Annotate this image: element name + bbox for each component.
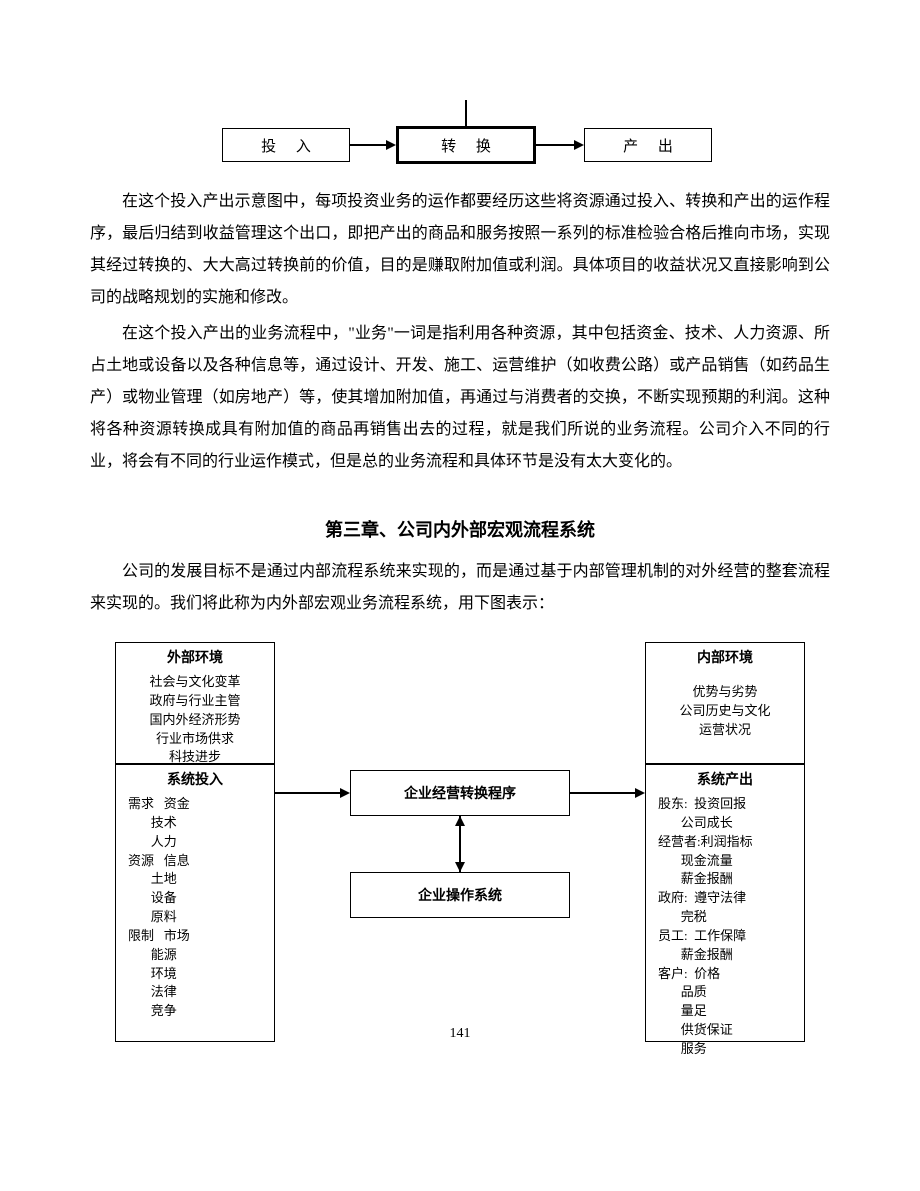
d2-lb-10: 法律 <box>128 983 266 1002</box>
d1-node-conv: 转 换 <box>396 126 536 164</box>
d2-lt-0: 社会与文化变革 <box>124 673 266 692</box>
d2-lb-1: 技术 <box>128 814 266 833</box>
d2-lb-6: 原料 <box>128 908 266 927</box>
d2-edge-vert-down <box>455 862 465 872</box>
d2-left-bottom-items: 需求 资金 技术 人力 资源 信息 土地 设备 原料 限制 市场 能源 环境 法… <box>116 793 274 1027</box>
d2-left-bottom: 系统投入 需求 资金 技术 人力 资源 信息 土地 设备 原料 限制 市场 能源… <box>115 764 275 1042</box>
d1-node-in: 投 入 <box>222 128 350 162</box>
d2-rt-1: 公司历史与文化 <box>654 702 796 721</box>
d2-left-bottom-title: 系统投入 <box>116 764 274 793</box>
d2-rb-5: 政府: 遵守法律 <box>658 889 796 908</box>
d2-lt-2: 国内外经济形势 <box>124 711 266 730</box>
paragraph-2: 在这个投入产出的业务流程中，"业务"一词是指利用各种资源，其中包括资金、技术、人… <box>90 318 830 478</box>
d2-right-bottom-items: 股东: 投资回报 公司成长 经营者:利润指标 现金流量 薪金报酬 政府: 遵守法… <box>646 793 804 1065</box>
d2-left-top-items: 社会与文化变革 政府与行业主管 国内外经济形势 行业市场供求 科技进步 <box>116 671 274 773</box>
page-number: 141 <box>0 1026 920 1042</box>
d2-rb-11: 量足 <box>658 1002 796 1021</box>
d2-lb-5: 设备 <box>128 889 266 908</box>
d2-right-top-title: 内部环境 <box>646 643 804 671</box>
d2-right-top-items: 优势与劣势 公司历史与文化 运营状况 <box>646 671 804 746</box>
d2-edge-left-head <box>340 788 350 798</box>
d2-lb-11: 竞争 <box>128 1002 266 1021</box>
d2-rb-1: 公司成长 <box>658 814 796 833</box>
d2-right-top: 内部环境 优势与劣势 公司历史与文化 运营状况 <box>645 642 805 764</box>
chapter-intro: 公司的发展目标不是通过内部流程系统来实现的，而是通过基于内部管理机制的对外经营的… <box>90 556 830 620</box>
d2-rb-4: 薪金报酬 <box>658 870 796 889</box>
d2-rb-0: 股东: 投资回报 <box>658 795 796 814</box>
d1-edge-1-head <box>386 140 396 150</box>
d2-lb-7: 限制 市场 <box>128 927 266 946</box>
d2-edge-right <box>570 792 635 794</box>
d2-lb-8: 能源 <box>128 946 266 965</box>
d2-rb-13: 服务 <box>658 1040 796 1059</box>
d1-edge-2-head <box>574 140 584 150</box>
d2-right-bottom-title: 系统产出 <box>646 764 804 793</box>
d2-lb-2: 人力 <box>128 833 266 852</box>
d2-rt-2: 运营状况 <box>654 721 796 740</box>
d2-edge-left <box>275 792 340 794</box>
d2-lb-3: 资源 信息 <box>128 852 266 871</box>
d2-rb-7: 员工: 工作保障 <box>658 927 796 946</box>
d2-rb-6: 完税 <box>658 908 796 927</box>
d2-rb-9: 客户: 价格 <box>658 965 796 984</box>
d2-lt-1: 政府与行业主管 <box>124 692 266 711</box>
paragraph-1: 在这个投入产出示意图中，每项投资业务的运作都要经历这些将资源通过投入、转换和产出… <box>90 186 830 314</box>
d2-left-top-title: 外部环境 <box>116 643 274 671</box>
d2-edge-right-head <box>635 788 645 798</box>
d2-rb-2: 经营者:利润指标 <box>658 833 796 852</box>
chapter-title: 第三章、公司内外部宏观流程系统 <box>90 516 830 542</box>
d2-lb-9: 环境 <box>128 965 266 984</box>
d2-edge-vert-up <box>455 816 465 826</box>
d1-node-out: 产 出 <box>584 128 712 162</box>
d2-rt-0: 优势与劣势 <box>654 683 796 702</box>
d2-rb-10: 品质 <box>658 983 796 1002</box>
d1-edge-2 <box>536 144 574 146</box>
d2-right-bottom: 系统产出 股东: 投资回报 公司成长 经营者:利润指标 现金流量 薪金报酬 政府… <box>645 764 805 1042</box>
d2-center-top: 企业经营转换程序 <box>350 770 570 816</box>
d1-top-line <box>465 100 467 126</box>
d2-rb-8: 薪金报酬 <box>658 946 796 965</box>
d2-left-top: 外部环境 社会与文化变革 政府与行业主管 国内外经济形势 行业市场供求 科技进步 <box>115 642 275 764</box>
d2-center-bottom: 企业操作系统 <box>350 872 570 918</box>
d2-lb-0: 需求 资金 <box>128 795 266 814</box>
d2-lt-3: 行业市场供求 <box>124 730 266 749</box>
d2-rb-3: 现金流量 <box>658 852 796 871</box>
d2-lb-4: 土地 <box>128 870 266 889</box>
macro-flow-diagram: 外部环境 社会与文化变革 政府与行业主管 国内外经济形势 行业市场供求 科技进步… <box>115 642 805 1042</box>
d1-edge-1 <box>350 144 386 146</box>
io-diagram: 投 入 转 换 产 出 <box>180 100 740 168</box>
